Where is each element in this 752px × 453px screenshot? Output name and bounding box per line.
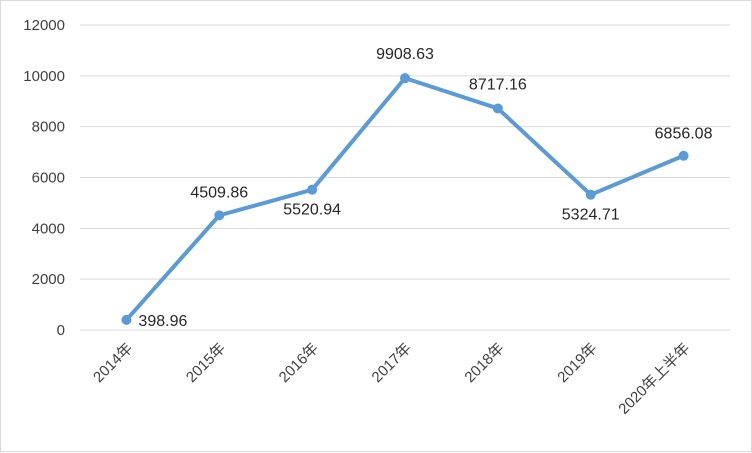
data-label: 5324.71 bbox=[562, 207, 620, 224]
x-axis-tick-labels: 2014年 2015年 2016年 2017年 2018年 2019年 2020年上半年 bbox=[90, 340, 693, 418]
y-tick-label: 2000 bbox=[32, 271, 65, 288]
x-tick-label: 2019年 bbox=[554, 340, 600, 386]
y-tick-label: 4000 bbox=[32, 220, 65, 237]
data-label: 6856.08 bbox=[655, 126, 713, 143]
data-point-marker bbox=[307, 184, 318, 195]
data-point-marker bbox=[121, 314, 132, 325]
data-label: 8717.16 bbox=[469, 76, 527, 93]
data-point-marker bbox=[585, 189, 596, 200]
data-point-marker bbox=[214, 210, 225, 221]
x-tick-label: 2018年 bbox=[461, 340, 507, 386]
data-label: 9908.63 bbox=[376, 46, 434, 63]
data-labels: 398.96 4509.86 5520.94 9908.63 8717.16 5324.7… bbox=[138, 46, 712, 330]
x-tick-label: 2020年上半年 bbox=[615, 340, 693, 418]
y-axis-tick-labels: 0 2000 4000 6000 8000 10000 12000 bbox=[23, 17, 65, 339]
series-markers bbox=[121, 73, 689, 325]
data-label: 5520.94 bbox=[283, 202, 341, 219]
y-tick-label: 10000 bbox=[23, 68, 65, 85]
y-tick-label: 6000 bbox=[32, 170, 65, 187]
data-point-marker bbox=[492, 103, 503, 114]
x-tick-label: 2016年 bbox=[276, 340, 322, 386]
y-tick-label: 12000 bbox=[23, 17, 65, 34]
x-tick-label: 2017年 bbox=[369, 340, 415, 386]
x-tick-label: 2015年 bbox=[183, 340, 229, 386]
data-point-marker bbox=[678, 150, 689, 161]
y-tick-label: 8000 bbox=[32, 119, 65, 136]
data-point-marker bbox=[400, 73, 410, 84]
data-label: 398.96 bbox=[138, 313, 187, 330]
y-tick-label: 0 bbox=[57, 322, 65, 339]
data-label: 4509.86 bbox=[190, 184, 248, 201]
x-tick-label: 2014年 bbox=[90, 340, 136, 386]
